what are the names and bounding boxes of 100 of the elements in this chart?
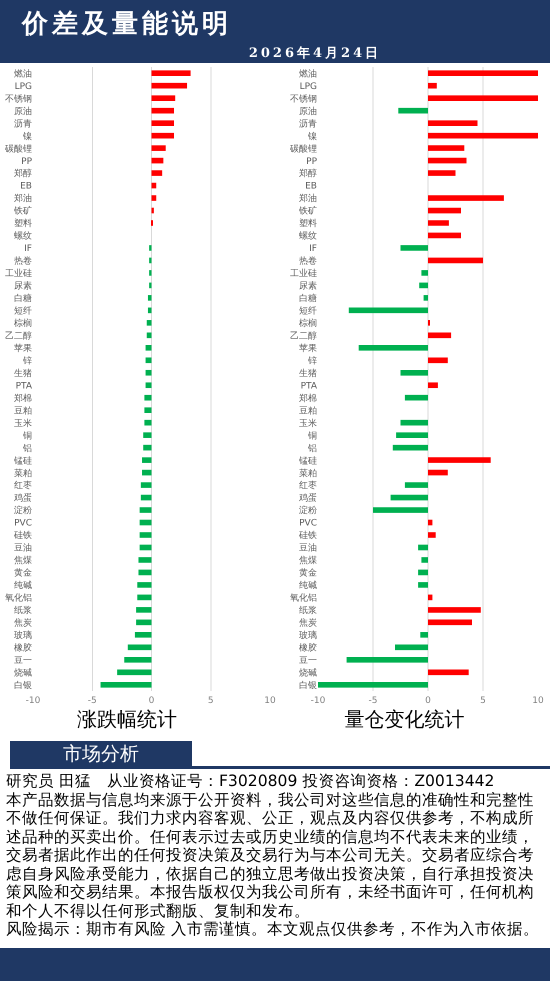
y-tick-label: 玻璃 [14, 630, 32, 641]
bar [152, 182, 156, 188]
bar [152, 70, 191, 76]
y-tick-label: 铁矿 [298, 206, 317, 217]
bar [358, 344, 428, 351]
y-tick-label: 燃油 [299, 68, 317, 80]
bar [428, 258, 483, 264]
y-tick-label: 镍 [22, 130, 32, 142]
x-tick-label: -10 [26, 696, 41, 706]
bar [428, 382, 438, 388]
y-tick-label: 橡胶 [299, 642, 317, 654]
y-tick-label: 焦煤 [299, 555, 317, 566]
bar [428, 520, 432, 526]
bar [428, 457, 491, 463]
y-tick-label: 郑醇 [14, 168, 32, 180]
y-tick-label: 氧化铝 [5, 592, 32, 604]
x-tick-label: -5 [368, 696, 378, 706]
bar [144, 394, 152, 401]
y-tick-label: 乙二醇 [290, 330, 317, 342]
y-tick-label: 铁矿 [13, 206, 32, 217]
bar [146, 344, 152, 351]
y-tick-label: 白糖 [14, 293, 32, 304]
bar [140, 507, 152, 513]
bar [428, 82, 437, 89]
y-tick-label: 郑棉 [14, 392, 32, 404]
bar [143, 432, 152, 438]
y-tick-label: 纯碱 [299, 580, 317, 592]
bar [400, 370, 428, 376]
bar [140, 532, 152, 538]
x-tick-label: 0 [425, 696, 432, 706]
bar [152, 108, 174, 114]
y-tick-label: 不锈钢 [5, 93, 32, 104]
y-tick-label: 郑油 [299, 193, 317, 204]
bar [373, 507, 428, 513]
y-tick-label: 铜 [307, 430, 317, 442]
y-tick-label: IF [309, 244, 317, 254]
y-tick-label: 鸡蛋 [298, 492, 317, 504]
text: 市场分析 [10, 741, 192, 767]
y-tick-label: 纸浆 [299, 605, 317, 616]
y-tick-label: 白银 [299, 680, 317, 691]
text: 量仓变化统计 [344, 707, 464, 732]
x-tick-label: 5 [480, 696, 486, 706]
bar [428, 607, 481, 613]
bar [418, 544, 428, 550]
y-tick-label: 短纤 [14, 306, 32, 317]
y-tick-label: PP [21, 156, 33, 167]
y-tick-label: 生猪 [299, 368, 317, 379]
y-tick-label: 铝 [22, 442, 32, 454]
y-tick-label: 塑料 [14, 218, 32, 230]
y-tick-label: IF [24, 244, 32, 254]
x-tick-label: 10 [264, 696, 276, 706]
bar [138, 557, 152, 563]
y-tick-label: 焦炭 [299, 618, 317, 629]
bar [152, 170, 162, 176]
bar [152, 132, 174, 138]
bar [148, 308, 152, 314]
bar [428, 158, 466, 164]
y-tick-label: 郑油 [14, 193, 32, 204]
x-tick-label: -5 [88, 696, 97, 706]
y-tick-label: 氧化铝 [290, 592, 317, 604]
y-tick-label: 纯碱 [14, 580, 32, 592]
y-tick-label: 原油 [299, 106, 317, 117]
y-tick-label: 红枣 [14, 480, 32, 492]
y-tick-label: 玻璃 [299, 630, 317, 641]
y-tick-label: 玉米 [299, 418, 317, 429]
y-tick-label: 豆油 [299, 542, 317, 554]
bar [428, 208, 461, 214]
y-tick-label: 锰硅 [298, 455, 317, 466]
bar [152, 158, 164, 164]
bar [100, 682, 152, 688]
bar [348, 308, 428, 314]
x-tick-label: -10 [310, 696, 326, 706]
y-tick-label: 铜 [22, 430, 32, 442]
y-tick-label: 苹果 [299, 342, 317, 354]
bar [395, 644, 428, 650]
bar [128, 644, 152, 650]
y-tick-label: 沥青 [14, 118, 32, 130]
bar [428, 120, 478, 126]
y-tick-label: 锰硅 [13, 455, 32, 466]
y-tick-label: PVC [14, 518, 32, 529]
bar [318, 682, 428, 688]
bar [428, 195, 504, 201]
y-tick-label: 鸡蛋 [13, 492, 32, 504]
bar [398, 108, 428, 114]
bar [428, 470, 448, 476]
y-tick-label: 菜粕 [299, 468, 317, 479]
bar [143, 444, 152, 450]
y-tick-label: 工业硅 [290, 268, 317, 280]
bar [428, 669, 469, 676]
y-tick-label: 热卷 [14, 256, 32, 267]
y-tick-label: 沥青 [299, 118, 317, 130]
bar [137, 582, 152, 588]
y-tick-label: 棕榈 [14, 318, 32, 329]
y-tick-label: 碳酸锂 [289, 143, 317, 154]
y-tick-label: 乙二醇 [5, 330, 32, 342]
bar [146, 320, 152, 326]
y-tick-label: 原油 [14, 106, 32, 117]
y-tick-label: 尿素 [299, 280, 317, 292]
bar [400, 245, 428, 251]
y-tick-label: 螺纹 [14, 230, 32, 242]
